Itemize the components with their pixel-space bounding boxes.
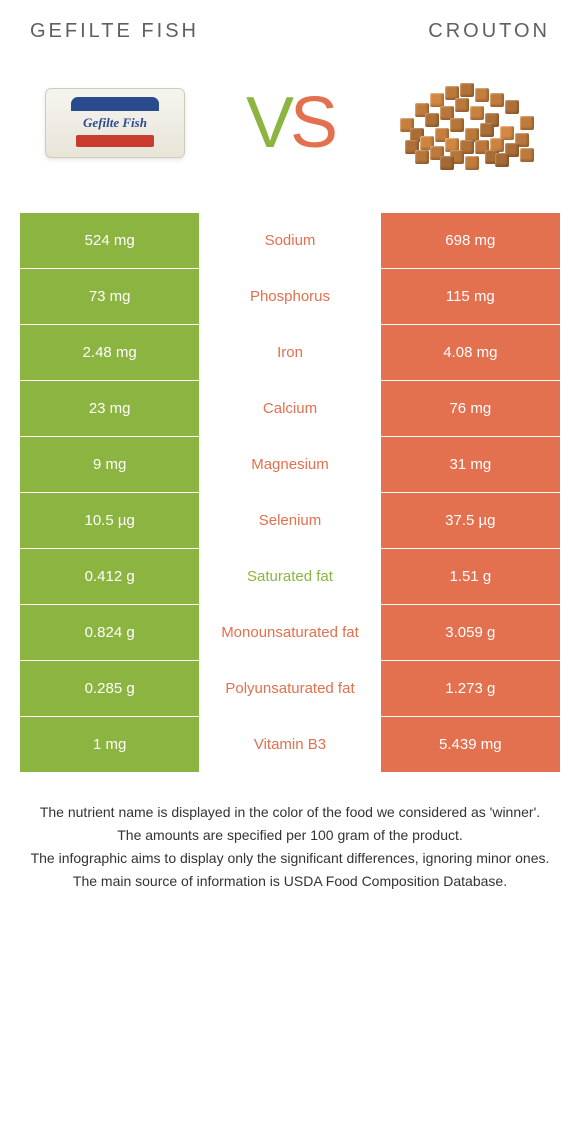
titles-row: GEFILTE FISH CROUTON [20, 20, 560, 43]
table-row: 10.5 µgSelenium37.5 µg [20, 493, 560, 548]
crouton-cube-icon [440, 156, 454, 170]
table-row: 0.285 gPolyunsaturated fat1.273 g [20, 661, 560, 716]
crouton-cube-icon [490, 93, 504, 107]
right-value-cell: 5.439 mg [381, 717, 560, 772]
nutrient-table: 524 mgSodium698 mg73 mgPhosphorus115 mg2… [20, 213, 560, 772]
nutrient-label-cell: Vitamin B3 [200, 717, 379, 772]
crouton-cube-icon [460, 83, 474, 97]
table-row: 23 mgCalcium76 mg [20, 381, 560, 436]
table-row: 1 mgVitamin B35.439 mg [20, 717, 560, 772]
left-value-cell: 2.48 mg [20, 325, 199, 380]
footer-line-3: The infographic aims to display only the… [30, 848, 550, 869]
images-row: VS [20, 73, 560, 173]
left-food-title: GEFILTE FISH [30, 20, 199, 43]
nutrient-label-cell: Sodium [200, 213, 379, 268]
right-value-cell: 1.273 g [381, 661, 560, 716]
gefilte-package-icon [45, 88, 185, 158]
crouton-cube-icon [520, 116, 534, 130]
right-value-cell: 1.51 g [381, 549, 560, 604]
right-value-cell: 698 mg [381, 213, 560, 268]
croutons-icon [390, 78, 540, 168]
left-value-cell: 524 mg [20, 213, 199, 268]
nutrient-label-cell: Polyunsaturated fat [200, 661, 379, 716]
table-row: 73 mgPhosphorus115 mg [20, 269, 560, 324]
left-value-cell: 0.824 g [20, 605, 199, 660]
nutrient-label-cell: Magnesium [200, 437, 379, 492]
vs-v-letter: V [246, 83, 290, 163]
table-row: 0.412 gSaturated fat1.51 g [20, 549, 560, 604]
crouton-cube-icon [430, 93, 444, 107]
right-food-title: CROUTON [428, 20, 550, 43]
right-value-cell: 4.08 mg [381, 325, 560, 380]
nutrient-label-cell: Iron [200, 325, 379, 380]
left-value-cell: 0.285 g [20, 661, 199, 716]
table-row: 2.48 mgIron4.08 mg [20, 325, 560, 380]
right-value-cell: 37.5 µg [381, 493, 560, 548]
crouton-cube-icon [475, 88, 489, 102]
left-value-cell: 1 mg [20, 717, 199, 772]
crouton-cube-icon [470, 106, 484, 120]
crouton-cube-icon [450, 118, 464, 132]
crouton-cube-icon [505, 100, 519, 114]
page-container: GEFILTE FISH CROUTON VS 524 mgSodium698 … [0, 0, 580, 914]
crouton-cube-icon [425, 113, 439, 127]
nutrient-label-cell: Monounsaturated fat [200, 605, 379, 660]
crouton-cube-icon [480, 123, 494, 137]
footer-line-2: The amounts are specified per 100 gram o… [30, 825, 550, 846]
left-value-cell: 73 mg [20, 269, 199, 324]
crouton-cube-icon [465, 156, 479, 170]
right-value-cell: 3.059 g [381, 605, 560, 660]
right-value-cell: 31 mg [381, 437, 560, 492]
nutrient-label-cell: Saturated fat [200, 549, 379, 604]
nutrient-label-cell: Calcium [200, 381, 379, 436]
gefilte-package-label [76, 135, 154, 147]
footer-line-1: The nutrient name is displayed in the co… [30, 802, 550, 823]
left-value-cell: 10.5 µg [20, 493, 199, 548]
vs-label: VS [246, 87, 334, 159]
crouton-cube-icon [520, 148, 534, 162]
right-value-cell: 115 mg [381, 269, 560, 324]
left-value-cell: 23 mg [20, 381, 199, 436]
gefilte-fish-image [40, 73, 190, 173]
footer-line-4: The main source of information is USDA F… [30, 871, 550, 892]
crouton-cube-icon [415, 150, 429, 164]
nutrient-label-cell: Selenium [200, 493, 379, 548]
table-row: 524 mgSodium698 mg [20, 213, 560, 268]
table-row: 9 mgMagnesium31 mg [20, 437, 560, 492]
crouton-image [390, 73, 540, 173]
table-row: 0.824 gMonounsaturated fat3.059 g [20, 605, 560, 660]
left-value-cell: 0.412 g [20, 549, 199, 604]
vs-s-letter: S [290, 83, 334, 163]
footer-notes: The nutrient name is displayed in the co… [20, 802, 560, 892]
right-value-cell: 76 mg [381, 381, 560, 436]
nutrient-label-cell: Phosphorus [200, 269, 379, 324]
crouton-cube-icon [495, 153, 509, 167]
left-value-cell: 9 mg [20, 437, 199, 492]
crouton-cube-icon [455, 98, 469, 112]
